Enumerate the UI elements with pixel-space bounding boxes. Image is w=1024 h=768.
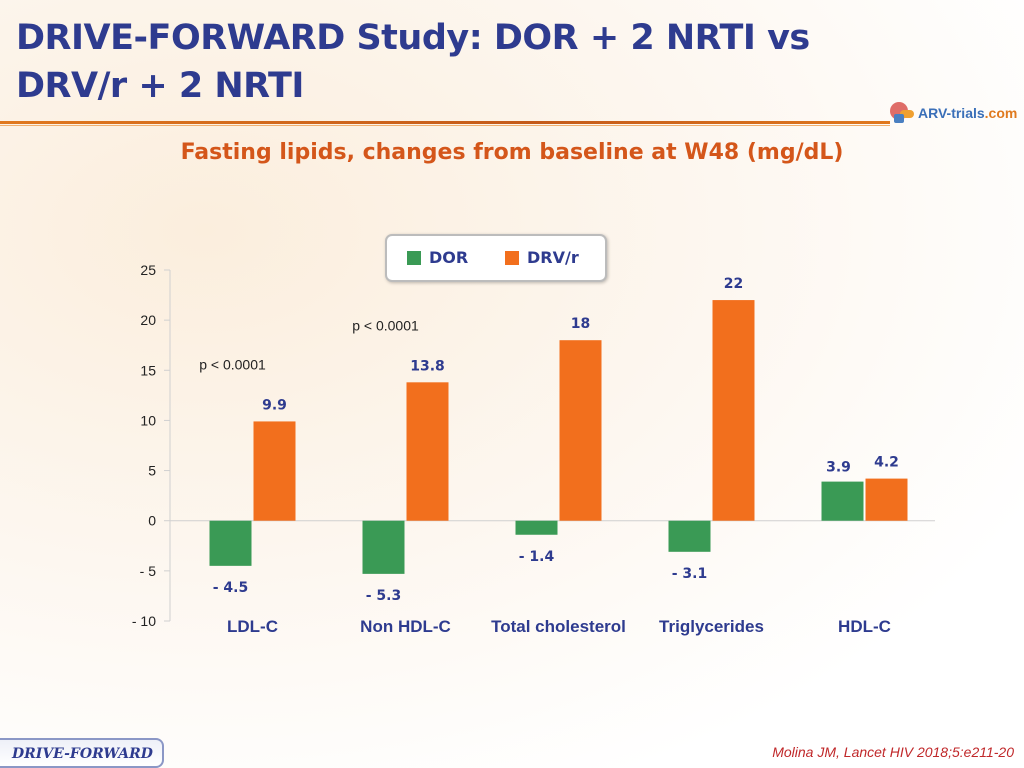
logo-text: ARV-trials.com	[918, 105, 1018, 121]
title-divider	[0, 121, 890, 124]
data-label-dor-0: - 4.5	[213, 580, 249, 596]
y-tick-label: - 5	[140, 563, 157, 579]
legend-label-dor: DOR	[429, 248, 469, 267]
y-tick-label: 0	[148, 513, 156, 529]
data-label-dor-2: - 1.4	[519, 549, 555, 565]
data-label-drv-2: 18	[571, 316, 590, 332]
y-tick-label: 15	[140, 362, 156, 378]
legend-item-dor: DOR	[407, 248, 468, 267]
legend-label-drv: DRV/r	[527, 248, 579, 267]
legend-swatch-drv	[505, 250, 519, 265]
footer-label: DRIVE-FORWARD	[12, 746, 153, 762]
data-label-drv-4: 4.2	[874, 455, 899, 471]
y-tick-label: 10	[140, 412, 156, 428]
arv-trials-logo: ARV-trials.com	[888, 98, 1017, 128]
bar-drv-3	[712, 300, 755, 521]
data-label-dor-4: 3.9	[826, 460, 851, 476]
y-tick-label: 5	[148, 463, 156, 479]
bar-dor-2	[515, 520, 558, 535]
y-tick-label: 25	[140, 262, 156, 278]
logo-icon	[888, 100, 916, 126]
y-tick-label: 20	[140, 312, 156, 328]
bar-dor-4	[821, 481, 864, 521]
data-label-drv-1: 13.8	[410, 358, 445, 374]
title-divider-thin	[0, 125, 890, 126]
x-category-label: HDL-C	[838, 617, 891, 636]
data-label-drv-0: 9.9	[262, 397, 287, 413]
bar-drv-2	[559, 340, 602, 521]
legend-swatch-dor	[407, 250, 421, 265]
chart-legend: DOR DRV/r	[385, 234, 607, 282]
bar-drv-1	[406, 382, 449, 521]
x-category-label: Triglycerides	[659, 617, 764, 636]
legend-item-drv: DRV/r	[505, 248, 579, 267]
data-label-dor-3: - 3.1	[672, 566, 708, 582]
data-label-drv-3: 22	[724, 276, 743, 292]
x-category-label: Total cholesterol	[491, 617, 626, 636]
slide-title: DRIVE-FORWARD Study: DOR + 2 NRTI vs DRV…	[16, 18, 810, 106]
bar-dor-1	[362, 520, 405, 574]
citation: Molina JM, Lancet HIV 2018;5:e211-20	[772, 744, 1014, 760]
p-value-annotation: p < 0.0001	[352, 317, 419, 333]
study-footer-tag: DRIVE-FORWARD	[0, 738, 164, 768]
bar-dor-0	[209, 520, 252, 566]
bar-dor-3	[668, 520, 711, 552]
y-tick-label: - 10	[132, 613, 156, 629]
bar-drv-4	[865, 478, 908, 521]
x-category-label: Non HDL-C	[360, 617, 451, 636]
x-category-label: LDL-C	[227, 617, 278, 636]
bar-drv-0	[253, 421, 296, 521]
p-value-annotation: p < 0.0001	[199, 356, 266, 372]
chart-title: Fasting lipids, changes from baseline at…	[180, 140, 844, 165]
data-label-dor-1: - 5.3	[366, 588, 402, 604]
